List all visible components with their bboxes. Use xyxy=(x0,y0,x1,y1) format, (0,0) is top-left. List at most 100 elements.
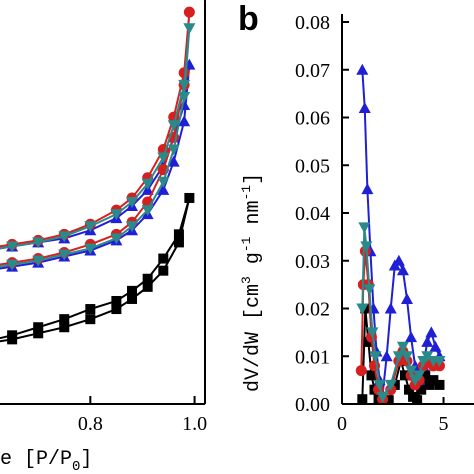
psd-point-1-1 xyxy=(358,101,371,113)
psd-point-0-7 xyxy=(383,395,394,404)
panel-b-y-tick-label-0: 0.00 xyxy=(295,394,330,416)
psd-point-3-10 xyxy=(396,341,409,353)
panel-b-y-tick-label-4: 0.04 xyxy=(295,203,330,225)
psd-point-1-18 xyxy=(421,335,434,347)
isotherm-point-3-22 xyxy=(6,241,19,253)
psd-point-1-13 xyxy=(400,292,413,304)
psd-point-0-10 xyxy=(399,370,410,381)
psd-point-3-4 xyxy=(366,327,379,339)
panel-b-y-tick-label-8: 0.08 xyxy=(295,12,330,34)
panel-b-y-tick-label-2: 0.02 xyxy=(295,299,330,321)
isotherm-point-0-14 xyxy=(142,273,153,284)
psd-point-0-0 xyxy=(357,394,368,404)
psd-point-1-9 xyxy=(384,302,397,314)
isotherm-point-3-20 xyxy=(58,231,71,243)
isotherm-point-3-21 xyxy=(32,237,45,249)
psd-point-3-16 xyxy=(421,351,434,363)
psd-point-3-14 xyxy=(413,370,426,382)
panel-b-x-tick-label-0: 0 xyxy=(337,413,347,435)
isotherm-point-1-9 xyxy=(157,183,170,195)
psd-point-1-19 xyxy=(425,326,438,338)
isotherm-point-0-4 xyxy=(59,322,70,333)
isotherm-line-2 xyxy=(0,12,191,266)
isotherm-point-3-5 xyxy=(84,243,97,255)
panel-b-label: b xyxy=(238,0,259,38)
isotherm-point-3-4 xyxy=(58,249,71,261)
panel-b-x-tick-label-1: 5 xyxy=(439,413,449,435)
isotherm-point-0-5 xyxy=(85,314,96,325)
isotherm-point-3-17 xyxy=(126,197,139,208)
isotherm-point-3-18 xyxy=(110,209,123,221)
psd-point-0-13 xyxy=(412,395,423,404)
isotherm-point-3-3 xyxy=(32,255,45,267)
psd-point-1-14 xyxy=(405,331,418,343)
isotherm-point-0-6 xyxy=(111,304,122,315)
isotherm-point-3-19 xyxy=(84,221,97,233)
psd-point-3-1 xyxy=(358,222,371,234)
panel-b-y-tick-label-3: 0.03 xyxy=(295,251,330,273)
isotherm-point-0-11 xyxy=(184,192,195,203)
isotherm-point-3-15 xyxy=(157,152,170,164)
psd-point-1-20 xyxy=(429,340,442,352)
psd-point-0-11 xyxy=(404,384,415,395)
isotherm-point-0-3 xyxy=(33,328,44,339)
psd-point-3-7 xyxy=(376,391,389,403)
panel-a-x-tick-label-0: 0.8 xyxy=(78,413,103,435)
panel-b-y-axis-label: dV/dW [cm3 g-1 nm-1] xyxy=(239,173,265,392)
isotherm-point-3-11 xyxy=(178,91,191,103)
psd-point-1-12 xyxy=(396,264,409,276)
isotherm-point-0-8 xyxy=(142,281,153,292)
psd-point-3-2 xyxy=(360,241,373,253)
isotherm-point-0-13 xyxy=(158,253,169,264)
psd-point-0-2 xyxy=(363,336,374,347)
isotherm-point-3-10 xyxy=(167,144,180,156)
isotherm-point-1-11 xyxy=(178,115,191,127)
isotherm-point-3-8 xyxy=(141,205,154,217)
panel-a-isotherm-plot: 0.8 1.0 e [P/P0] xyxy=(0,0,207,474)
panel-b-y-axis-label-part-0: 3 xyxy=(239,276,254,284)
isotherm-point-1-10 xyxy=(167,155,180,167)
panel-b-y-axis-label-part-1: g xyxy=(242,252,265,276)
psd-point-3-3 xyxy=(363,284,376,296)
psd-point-0-15 xyxy=(420,370,431,381)
psd-point-3-11 xyxy=(400,351,413,363)
psd-point-3-8 xyxy=(384,379,397,391)
isotherm-point-0-9 xyxy=(158,265,169,276)
psd-point-1-2 xyxy=(361,183,374,195)
isotherm-point-0-19 xyxy=(33,322,44,333)
panel-b-y-tick-label-7: 0.07 xyxy=(295,60,330,82)
psd-point-3-12 xyxy=(405,365,418,377)
isotherm-point-3-12 xyxy=(183,23,196,35)
psd-point-0-17 xyxy=(428,375,439,386)
isotherm-point-2-12 xyxy=(183,6,195,18)
isotherm-point-0-7 xyxy=(127,293,138,304)
psd-point-3-5 xyxy=(369,351,382,363)
isotherm-point-0-17 xyxy=(85,304,96,315)
psd-point-2-0 xyxy=(355,365,367,377)
panel-b-y-tick-label-5: 0.05 xyxy=(295,155,330,177)
panel-b-pore-size-plot: b 0.00 0.01 0.02 0.03 0.04 0.05 0.06 0.07 0.08 0 5 d… xyxy=(238,0,474,435)
panel-b-y-axis-label-part-5: ] xyxy=(242,173,265,185)
panel-b-y-axis-label-part-4: -1 xyxy=(239,185,254,201)
psd-point-0-14 xyxy=(416,384,427,395)
isotherm-point-3-2 xyxy=(6,259,19,271)
psd-point-3-18 xyxy=(433,356,446,368)
psd-point-0-18 xyxy=(434,379,445,390)
isotherm-point-3-9 xyxy=(157,176,170,188)
psd-point-1-8 xyxy=(380,350,393,362)
panel-a-x-axis-label-sub: 0 xyxy=(72,459,80,474)
psd-point-3-6 xyxy=(373,379,386,391)
isotherm-point-3-16 xyxy=(141,178,154,190)
psd-point-3-9 xyxy=(392,351,405,363)
psd-point-1-11 xyxy=(392,254,405,266)
panel-a-x-axis-label: e [P/P0] xyxy=(0,448,92,474)
panel-a-x-tick-label-1: 1.0 xyxy=(182,413,207,435)
panel-b-y-tick-label-1: 0.01 xyxy=(295,346,330,368)
panel-b-y-tick-label-6: 0.06 xyxy=(295,108,330,130)
isotherm-point-0-16 xyxy=(111,295,122,306)
isotherm-point-3-13 xyxy=(178,79,191,91)
psd-point-1-0 xyxy=(356,63,369,75)
isotherm-point-0-10 xyxy=(173,237,184,248)
isotherm-point-0-12 xyxy=(173,229,184,240)
